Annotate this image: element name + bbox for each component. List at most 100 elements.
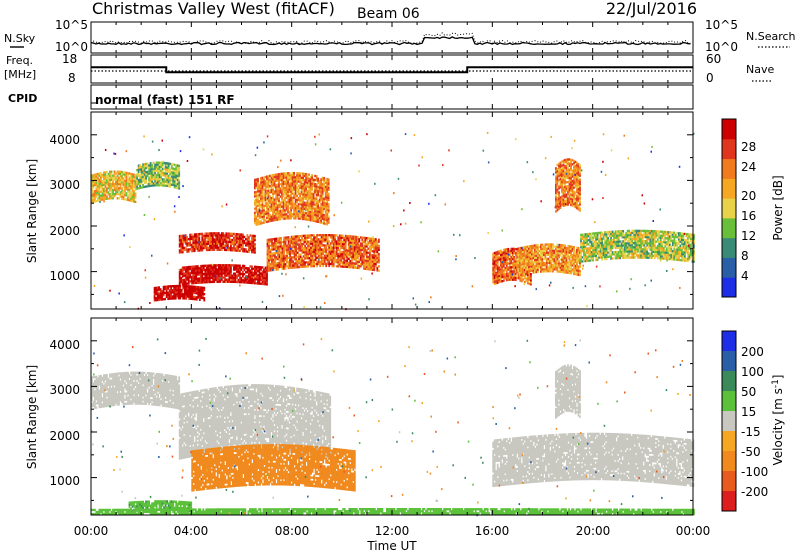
heatmap-cell xyxy=(131,195,134,199)
heatmap-cell xyxy=(167,162,170,165)
heatmap-cell xyxy=(343,238,346,242)
heatmap-cell xyxy=(359,236,362,239)
heatmap-cell xyxy=(269,205,271,208)
heatmap-cell xyxy=(208,274,211,278)
heatmap-cell xyxy=(133,196,135,199)
heatmap-cell xyxy=(346,257,349,260)
heatmap-cell xyxy=(294,198,297,202)
heatmap-cell xyxy=(204,242,207,246)
heatmap-cell xyxy=(106,175,108,178)
heatmap-cell xyxy=(373,254,376,257)
heatmap-cell xyxy=(320,242,323,245)
heatmap-cell xyxy=(373,252,376,255)
heatmap-cell xyxy=(284,263,287,266)
heatmap-cell xyxy=(104,171,107,174)
heatmap-cell xyxy=(201,245,204,248)
heatmap-cell xyxy=(284,265,287,268)
heatmap-cell xyxy=(293,182,295,185)
heatmap-cell xyxy=(362,259,365,262)
heatmap-cell xyxy=(228,248,231,252)
heatmap-cell xyxy=(246,281,249,284)
heatmap-cell xyxy=(190,280,193,283)
heatmap-cell xyxy=(98,182,101,186)
heatmap-cell xyxy=(131,177,134,180)
heatmap-cell xyxy=(107,172,110,176)
heatmap-cell xyxy=(122,197,125,201)
heatmap-cell xyxy=(178,181,181,184)
heatmap-cell xyxy=(291,188,294,191)
heatmap-cell xyxy=(353,239,356,243)
heatmap-cell xyxy=(276,199,279,203)
heatmap-cell xyxy=(303,201,306,204)
heatmap-cell xyxy=(281,257,284,260)
heatmap-cell xyxy=(530,275,532,278)
heatmap-cell xyxy=(308,177,310,180)
heatmap-cell xyxy=(275,237,278,240)
heatmap-cell xyxy=(371,241,374,245)
heatmap-cell xyxy=(359,256,362,260)
heatmap-cell xyxy=(306,197,309,201)
heatmap-cell xyxy=(164,164,167,167)
heatmap-cell xyxy=(282,209,285,212)
heatmap-cell xyxy=(340,265,343,268)
heatmap-cell xyxy=(160,175,162,179)
heatmap-cell xyxy=(227,264,229,267)
heatmap-cell xyxy=(324,218,327,221)
heatmap-cell xyxy=(526,260,529,263)
heatmap-cell xyxy=(376,242,379,245)
heatmap-cell xyxy=(122,191,125,195)
heatmap-cell xyxy=(148,176,150,179)
heatmap-cell xyxy=(257,265,259,269)
heatmap-cell xyxy=(526,277,529,281)
heatmap-cell xyxy=(261,278,264,281)
heatmap-cell xyxy=(300,209,303,212)
heatmap-cell xyxy=(179,286,182,290)
heatmap-cell xyxy=(306,179,309,182)
heatmap-cell xyxy=(115,186,117,190)
heatmap-cell xyxy=(275,204,277,207)
heatmap-cell xyxy=(234,239,237,242)
heatmap-cell xyxy=(112,190,114,194)
heatmap-cell xyxy=(266,261,269,264)
heatmap-cell xyxy=(134,200,137,204)
heatmap-cell xyxy=(338,252,341,256)
heatmap-cell xyxy=(332,236,335,239)
heatmap-cell xyxy=(320,180,323,183)
heatmap-cell xyxy=(258,212,261,215)
heatmap-cell xyxy=(261,205,264,208)
heatmap-cell xyxy=(207,270,210,273)
heatmap-cell xyxy=(158,161,161,164)
heatmap-cell xyxy=(201,275,204,278)
heatmap-cell xyxy=(251,236,253,239)
heatmap-cell xyxy=(302,195,304,198)
heatmap-cell xyxy=(198,243,201,246)
heatmap-cell xyxy=(283,257,285,260)
heatmap-cell xyxy=(273,216,276,220)
heatmap-cell xyxy=(134,186,137,189)
heatmap-cell xyxy=(300,188,303,192)
heatmap-cell xyxy=(213,234,216,237)
heatmap-cell xyxy=(261,270,264,273)
heatmap-cell xyxy=(324,210,327,213)
heatmap-cell xyxy=(205,232,208,235)
heatmap-cell xyxy=(152,165,155,169)
heatmap-cell xyxy=(122,185,125,188)
heatmap-cell xyxy=(579,265,581,269)
heatmap-cell xyxy=(172,175,175,178)
heatmap-cell xyxy=(184,246,187,249)
heatmap-cell xyxy=(301,265,303,268)
heatmap-cell xyxy=(287,260,290,264)
heatmap-cell xyxy=(143,167,146,170)
heatmap-cell xyxy=(300,178,303,181)
heatmap-cell xyxy=(202,244,205,248)
heatmap-cell xyxy=(245,248,247,251)
heatmap-cell xyxy=(301,263,303,266)
heatmap-cell xyxy=(230,242,232,246)
heatmap-cell xyxy=(154,175,156,179)
heatmap-cell xyxy=(367,261,370,265)
heatmap-cell xyxy=(272,268,275,272)
heatmap-cell xyxy=(314,213,316,217)
heatmap-cell xyxy=(109,184,111,188)
heatmap-cell xyxy=(556,258,559,261)
heatmap-cell xyxy=(239,235,241,238)
